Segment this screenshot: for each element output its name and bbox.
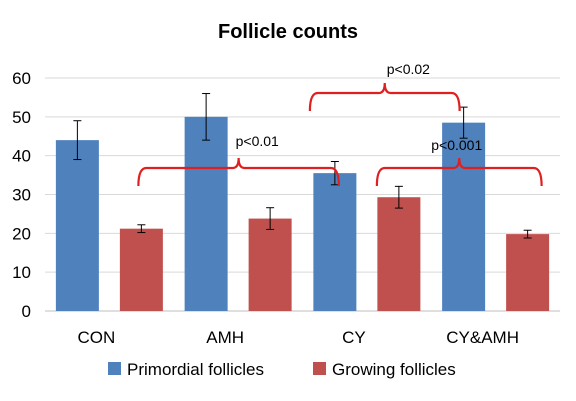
p-value-label: p<0.02	[387, 61, 430, 77]
y-tick-label: 60	[12, 69, 31, 88]
legend-swatch	[108, 362, 121, 375]
category-label: CY	[342, 328, 366, 347]
significance-bracket	[308, 82, 461, 112]
bar	[184, 116, 228, 311]
legend-swatch	[313, 362, 326, 375]
bar	[442, 122, 486, 312]
bar	[248, 218, 292, 311]
category-labels: CON AMH CY CY&AMH	[77, 328, 519, 347]
y-tick-label: 20	[12, 224, 31, 243]
significance-bracket	[375, 157, 543, 187]
y-tick-label: 10	[12, 263, 31, 282]
bar	[377, 197, 421, 311]
legend-label: Growing follicles	[332, 360, 456, 379]
legend-label: Primordial follicles	[127, 360, 264, 379]
bar	[506, 234, 550, 311]
error-bars	[73, 93, 532, 239]
chart-title: Follicle counts	[218, 21, 358, 43]
bar	[55, 140, 99, 311]
bar	[119, 228, 163, 311]
bars	[55, 116, 550, 312]
y-tick-label: 30	[12, 186, 31, 205]
category-label: CON	[77, 328, 115, 347]
legend: Primordial follicles Growing follicles	[108, 360, 456, 379]
y-tick-label: 0	[22, 302, 31, 321]
y-tick-label: 50	[12, 108, 31, 127]
category-label: AMH	[206, 328, 244, 347]
p-value-label: p<0.01	[236, 133, 279, 149]
significance-brackets: p<0.01 p<0.02 p<0.001	[137, 61, 543, 187]
significance-bracket	[137, 157, 340, 187]
bar	[313, 173, 357, 311]
p-value-label: p<0.001	[431, 137, 482, 153]
category-label: CY&AMH	[446, 328, 519, 347]
y-tick-labels: 0 10 20 30 40 50 60	[12, 69, 31, 321]
y-tick-label: 40	[12, 147, 31, 166]
